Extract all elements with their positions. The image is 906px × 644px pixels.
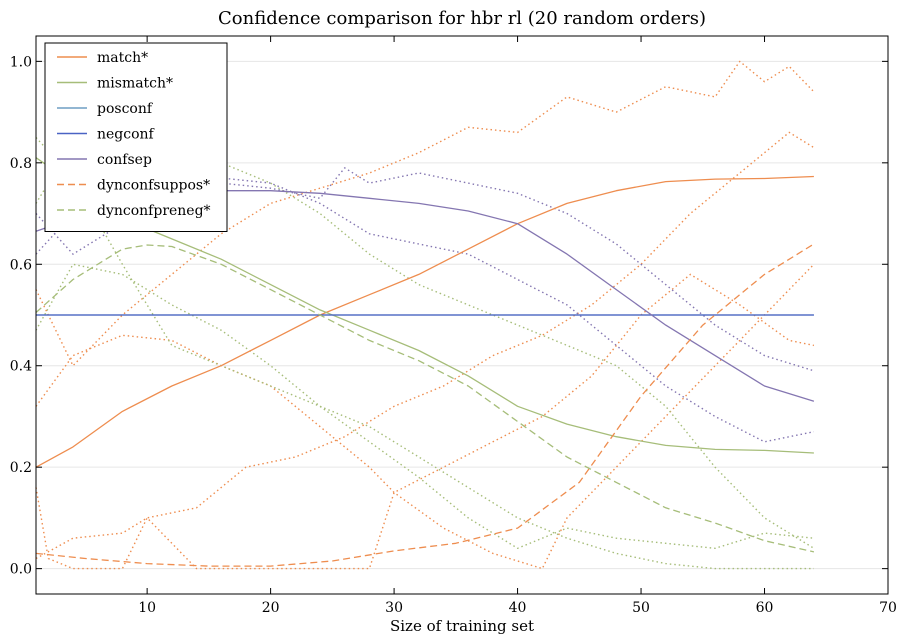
x-tick-label: 70 [879, 600, 897, 616]
legend-entry: dynconfpreneg* [97, 203, 211, 219]
x-tick-label: 30 [385, 600, 403, 616]
legend-entry: match* [97, 50, 148, 66]
y-tick-label: 0.8 [10, 156, 32, 172]
series-line-trial-12 [35, 263, 814, 549]
legend-entry: mismatch* [97, 76, 173, 92]
chart-title: Confidence comparison for hbr rl (20 ran… [218, 8, 706, 29]
legend-entry: confsep [97, 152, 152, 168]
series-line-trial-15 [35, 177, 815, 443]
plot-frame [35, 35, 889, 595]
x-axis: 10 20 30 40 50 60 70 [138, 36, 897, 616]
x-tick-label: 40 [509, 600, 527, 616]
x-tick-label: 10 [138, 600, 156, 616]
y-tick-label: 0.2 [10, 460, 32, 476]
y-tick-label: 0.0 [10, 562, 32, 578]
y-tick-label: 0.4 [10, 359, 32, 375]
x-tick-label: 60 [756, 600, 774, 616]
y-tick-label: 1.0 [10, 54, 32, 70]
series-line-trial-10 [35, 273, 815, 570]
legend-box [44, 42, 228, 232]
legend-entry: dynconfsuppos* [97, 178, 210, 194]
series-line-dynconfpreneg [35, 244, 815, 553]
legend: match* mismatch* posconf negconf confsep dync… [44, 42, 228, 232]
series-line-dynconfsuppos [35, 243, 815, 567]
y-axis: 0.0 0.2 0.4 0.6 0.8 1.0 [10, 54, 888, 578]
series-line-trial-14 [35, 167, 815, 372]
legend-entry: negconf [97, 127, 156, 143]
series-line-trial-8 [35, 131, 815, 560]
y-tick-label: 0.6 [10, 257, 32, 273]
series-line-trial-7 [35, 60, 815, 367]
series-line-mismatch [35, 157, 814, 454]
x-tick-label: 50 [632, 600, 650, 616]
x-axis-label: Size of training set [390, 617, 534, 635]
legend-entry: posconf [97, 101, 154, 117]
x-tick-label: 20 [262, 600, 280, 616]
series-line-match [35, 175, 814, 468]
